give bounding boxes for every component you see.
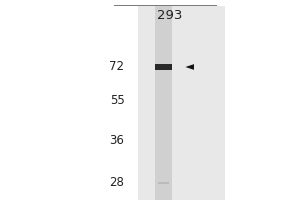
FancyBboxPatch shape bbox=[158, 182, 169, 184]
Text: 55: 55 bbox=[110, 94, 124, 106]
FancyBboxPatch shape bbox=[155, 6, 172, 200]
FancyBboxPatch shape bbox=[155, 64, 172, 70]
Text: 36: 36 bbox=[110, 134, 124, 148]
Text: 28: 28 bbox=[110, 176, 124, 190]
Text: 72: 72 bbox=[110, 60, 124, 73]
Text: 293: 293 bbox=[157, 9, 182, 22]
FancyBboxPatch shape bbox=[138, 6, 225, 200]
Polygon shape bbox=[185, 64, 194, 70]
